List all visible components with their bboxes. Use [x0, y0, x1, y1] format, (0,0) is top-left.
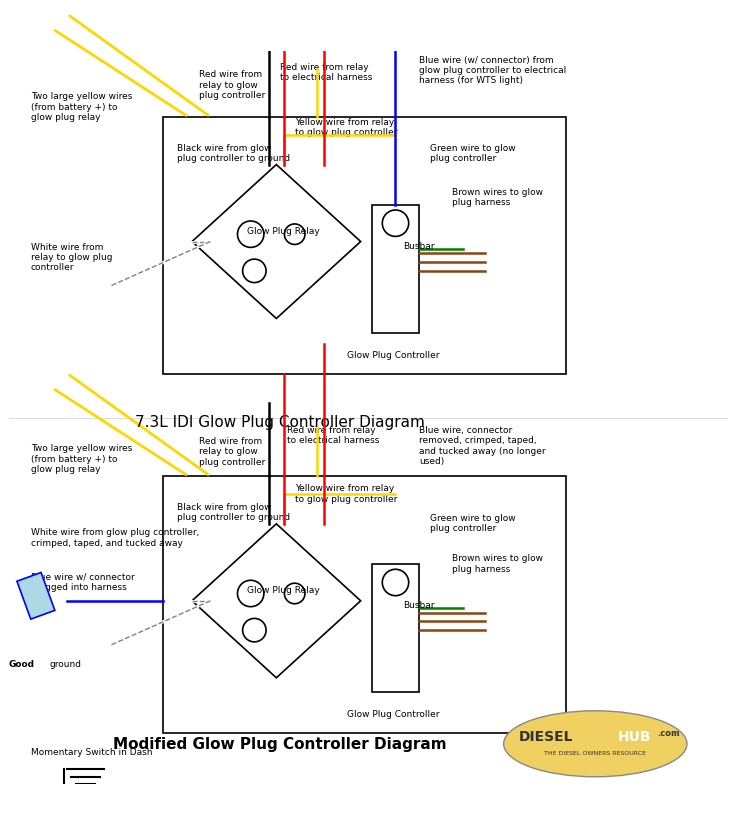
Circle shape [238, 222, 264, 248]
Bar [372, 206, 420, 334]
Text: Glow Plug Controller: Glow Plug Controller [347, 350, 440, 359]
Text: Brown wires to glow
plug harness: Brown wires to glow plug harness [453, 553, 543, 573]
Text: .com: .com [658, 728, 680, 737]
Text: 7.3L IDI Glow Plug Controller Diagram: 7.3L IDI Glow Plug Controller Diagram [135, 414, 425, 429]
Text: Glow Plug Relay: Glow Plug Relay [247, 585, 320, 594]
Text: Blue wire w/ connector
plugged into harness: Blue wire w/ connector plugged into harn… [31, 572, 135, 591]
Bar [17, 573, 55, 619]
Circle shape [382, 211, 408, 237]
Bar [163, 477, 566, 733]
Text: ground: ground [49, 659, 81, 668]
Bar [509, 0, 551, 44]
Text: Modified Glow Plug Controller Diagram: Modified Glow Plug Controller Diagram [113, 737, 447, 752]
Text: THE DIESEL OWNERS RESOURCE: THE DIESEL OWNERS RESOURCE [545, 750, 646, 755]
Text: Black wire from glow
plug controller to ground: Black wire from glow plug controller to … [177, 502, 291, 522]
Circle shape [284, 225, 305, 245]
Circle shape [243, 619, 266, 642]
Text: Glow Plug Controller: Glow Plug Controller [347, 709, 440, 718]
Text: DIESEL: DIESEL [519, 730, 573, 743]
Text: Yellow wire from relay
to glow plug controller: Yellow wire from relay to glow plug cont… [294, 484, 397, 503]
Text: Red wire from
relay to glow
plug controller: Red wire from relay to glow plug control… [199, 436, 266, 466]
Text: Red wire from
relay to glow
plug controller: Red wire from relay to glow plug control… [199, 70, 266, 99]
Bar [46, 821, 82, 836]
Text: Green wire to glow
plug controller: Green wire to glow plug controller [431, 143, 516, 163]
Text: Red wire from relay
to electrical harness: Red wire from relay to electrical harnes… [280, 63, 372, 82]
Text: Good: Good [9, 659, 35, 668]
Text: Green wire to glow
plug controller: Green wire to glow plug controller [431, 513, 516, 533]
Text: Two large yellow wires
(from battery +) to
glow plug relay: Two large yellow wires (from battery +) … [31, 92, 132, 122]
Text: Glow Plug Relay: Glow Plug Relay [247, 227, 320, 236]
Circle shape [382, 569, 408, 596]
Text: HUB: HUB [618, 730, 651, 743]
Text: Black wire from glow
plug controller to ground: Black wire from glow plug controller to … [177, 143, 291, 163]
Circle shape [238, 580, 264, 607]
Ellipse shape [503, 711, 687, 777]
Text: White wire from glow plug controller,
crimped, taped, and tucked away: White wire from glow plug controller, cr… [31, 528, 199, 548]
Text: Blue wire, connector
removed, crimped, taped,
and tucked away (no longer
used): Blue wire, connector removed, crimped, t… [420, 426, 546, 466]
Circle shape [243, 260, 266, 283]
Bar [163, 118, 566, 374]
Text: Red wire from relay
to electrical harness: Red wire from relay to electrical harnes… [287, 426, 380, 445]
Polygon shape [192, 524, 361, 678]
Polygon shape [192, 166, 361, 319]
Text: White wire from
relay to glow plug
controller: White wire from relay to glow plug contr… [31, 242, 112, 272]
Bar [372, 564, 420, 693]
Text: Busbar: Busbar [403, 600, 434, 609]
Text: Momentary Switch in Dash: Momentary Switch in Dash [31, 747, 152, 756]
Text: Brown wires to glow
plug harness: Brown wires to glow plug harness [453, 187, 543, 206]
Text: Blue wire (w/ connector) from
glow plug controller to electrical
harness (for WT: Blue wire (w/ connector) from glow plug … [420, 55, 567, 85]
Text: Yellow wire from relay
to glow plug controller: Yellow wire from relay to glow plug cont… [294, 118, 397, 137]
Text: Two large yellow wires
(from battery +) to
glow plug relay: Two large yellow wires (from battery +) … [31, 444, 132, 473]
Circle shape [284, 584, 305, 604]
Text: Busbar: Busbar [403, 242, 434, 251]
